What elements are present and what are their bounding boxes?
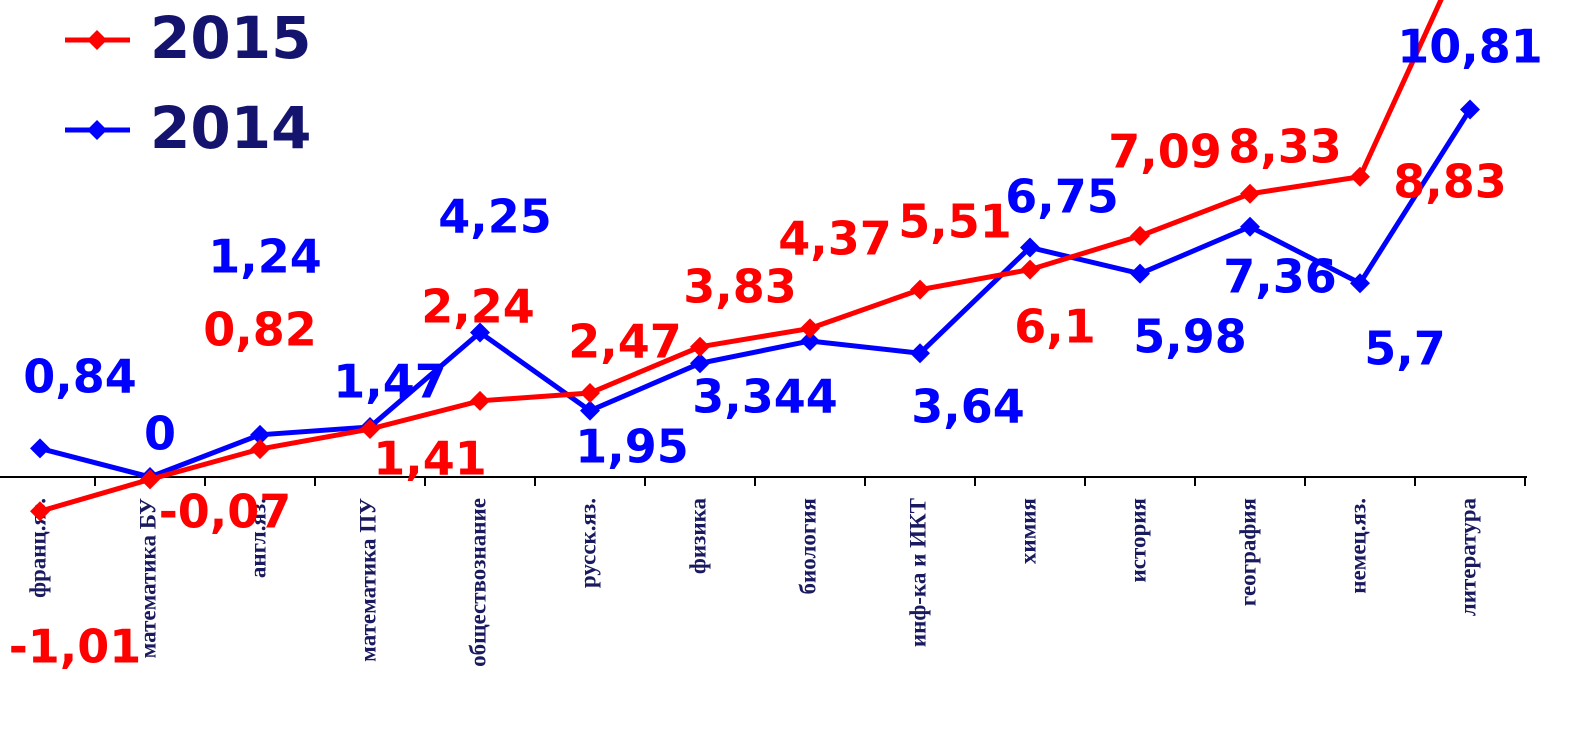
- data-label: 0,84: [23, 350, 137, 404]
- point: [1020, 237, 1040, 258]
- legend-label: 2014: [150, 94, 311, 162]
- x-tick-label: физика: [685, 498, 710, 575]
- data-label: 2,24: [421, 280, 535, 334]
- x-tick-label: математика ПУ: [355, 498, 380, 662]
- series-line: [39, 0, 1444, 514]
- data-label: 4,25: [438, 190, 552, 244]
- data-label: 1,41: [373, 432, 487, 486]
- data-label: 8,33: [1228, 120, 1342, 174]
- point: [800, 318, 820, 339]
- data-label: 6,1: [1014, 300, 1096, 354]
- point: [360, 419, 380, 440]
- point: [30, 438, 50, 459]
- data-label: 5,51: [898, 195, 1012, 249]
- point: [1240, 216, 1260, 237]
- point: [800, 330, 820, 351]
- point: [1240, 183, 1260, 204]
- data-label: 7,09: [1108, 125, 1222, 179]
- x-tick-label: математика БУ: [135, 498, 160, 658]
- x-tick-label: биология: [795, 498, 820, 595]
- point: [1350, 166, 1370, 187]
- data-label: 6,75: [1005, 170, 1119, 224]
- data-label: -1,01: [9, 620, 142, 674]
- data-label: 0: [144, 407, 176, 461]
- point: [470, 322, 490, 343]
- x-tick-label: литература: [1455, 498, 1480, 617]
- data-label: 7,36: [1223, 250, 1337, 304]
- x-tick-label: география: [1235, 498, 1260, 606]
- x-tick-label: русск.яз.: [575, 498, 600, 588]
- point: [1130, 263, 1150, 284]
- data-label: 3,344: [692, 370, 838, 424]
- point: [30, 501, 50, 522]
- point: [470, 390, 490, 411]
- legend-label: 2015: [150, 4, 311, 72]
- x-tick-label: англ.яз.: [245, 498, 270, 578]
- data-label: 5,98: [1133, 310, 1247, 364]
- x-tick-label: инф-ка и ИКТ: [905, 498, 930, 647]
- data-label: 0,82: [203, 303, 317, 357]
- point: [1020, 259, 1040, 280]
- point: [1460, 99, 1480, 120]
- data-label: 1,24: [208, 230, 322, 284]
- point: [1130, 225, 1150, 246]
- point: [250, 439, 270, 460]
- data-label: 8,83: [1393, 155, 1507, 209]
- x-tick-label: история: [1125, 498, 1150, 582]
- legend-marker: [87, 120, 107, 140]
- x-tick-label: химия: [1015, 498, 1040, 564]
- data-label: 4,37: [778, 212, 892, 266]
- legend-marker: [87, 30, 107, 50]
- x-tick-label: немец.яз.: [1345, 498, 1370, 594]
- series-line: [39, 108, 1473, 480]
- data-label: 5,7: [1364, 322, 1446, 376]
- point: [910, 343, 930, 364]
- point: [580, 382, 600, 403]
- data-label: 3,83: [683, 260, 797, 314]
- x-tick-label: обществознание: [465, 498, 490, 667]
- point: [140, 469, 160, 490]
- data-label: 2,47: [568, 315, 682, 369]
- point: [580, 400, 600, 421]
- data-label: 10,81: [1397, 20, 1543, 74]
- point: [910, 279, 930, 300]
- data-label: -0,07: [159, 485, 292, 539]
- data-label: 3,64: [911, 380, 1025, 434]
- point: [250, 424, 270, 445]
- data-label: 1,95: [575, 420, 689, 474]
- point: [690, 353, 710, 374]
- point: [1350, 273, 1370, 294]
- data-label: 1,47: [333, 355, 447, 409]
- point: [690, 336, 710, 357]
